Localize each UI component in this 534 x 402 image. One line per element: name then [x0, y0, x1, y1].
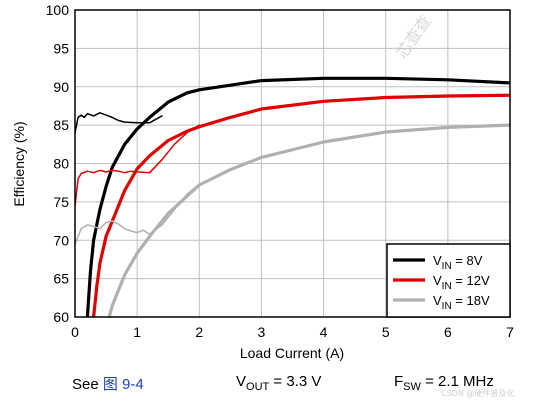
- y-tick-label: 85: [53, 117, 69, 133]
- x-tick-label: 5: [382, 324, 390, 340]
- y-tick-label: 65: [53, 271, 69, 287]
- watermark-credit: CSDN @硬件普及化: [441, 389, 515, 398]
- series-line-5: [75, 183, 201, 245]
- legend-box: [386, 243, 511, 318]
- x-tick-label: 4: [320, 324, 328, 340]
- footer-see-prefix: See: [72, 376, 99, 393]
- footer-vout-value: = 3.3 V: [269, 373, 322, 390]
- series-line-2: [92, 93, 510, 317]
- y-tick-label: 90: [53, 79, 69, 95]
- footer-vout: VOUT = 3.3 V: [236, 373, 321, 393]
- y-axis-label: Efficiency (%): [11, 121, 27, 206]
- y-tick-label: 80: [53, 156, 69, 172]
- x-tick-label: 6: [444, 324, 452, 340]
- y-tick-label: 95: [53, 40, 69, 56]
- x-axis-label: Load Current (A): [240, 345, 344, 361]
- plot-frame: [74, 9, 511, 318]
- x-tick-label: 1: [133, 324, 141, 340]
- footer-fsw-subscript: SW: [403, 381, 421, 393]
- efficiency-chart: 0 1 2 3 4 5 6 7 60 65 70 75 80 85 90 95 100 Load Current…: [11, 2, 514, 361]
- legend-label: VIN = 18V: [433, 293, 490, 312]
- series-line-1: [75, 112, 163, 134]
- series-line-0: [85, 76, 510, 317]
- y-tick-label: 75: [53, 194, 69, 210]
- y-tick-label: 100: [46, 2, 70, 18]
- series-layer: [75, 76, 510, 317]
- tick-labels: 0 1 2 3 4 5 6 7 60 65 70 75 80 85 90 95 100: [46, 2, 514, 340]
- footer-fsw-symbol: F: [394, 373, 404, 390]
- footer-fsw-value: = 2.1 MHz: [420, 373, 494, 390]
- footer-see-reference: See 图 9-4: [72, 373, 144, 394]
- x-tick-label: 2: [195, 324, 203, 340]
- y-tick-label: 60: [53, 309, 69, 325]
- y-tick-label: 70: [53, 232, 69, 248]
- footer-fsw: FSW = 2.1 MHz: [394, 373, 494, 393]
- legend-label: VIN = 8V: [433, 253, 483, 272]
- x-tick-label: 0: [71, 324, 79, 340]
- series-line-3: [75, 124, 201, 207]
- x-tick-label: 7: [506, 324, 514, 340]
- footer-vout-subscript: OUT: [246, 381, 270, 393]
- x-tick-label: 3: [258, 324, 266, 340]
- footer-figure-link[interactable]: 图 9-4: [102, 376, 144, 393]
- legend-label: VIN = 12V: [433, 273, 490, 292]
- footer-vout-symbol: V: [236, 373, 247, 390]
